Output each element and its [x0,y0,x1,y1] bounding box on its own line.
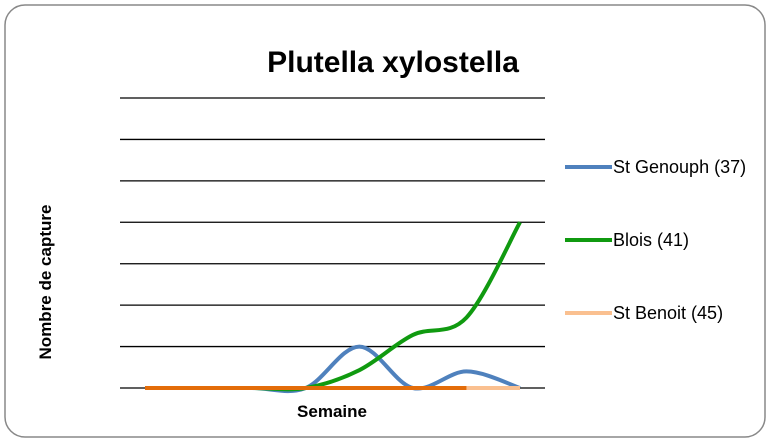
legend-label: St Genouph (37) [613,157,747,177]
chart-frame [4,4,766,438]
legend-label: Blois (41) [613,230,690,250]
legend-label: St Benoit (45) [613,303,724,323]
x-axis-label: Semaine [297,402,367,421]
y-axis-label: Nombre de capture [36,205,55,360]
chart-title: Plutella xylostella [267,46,519,79]
